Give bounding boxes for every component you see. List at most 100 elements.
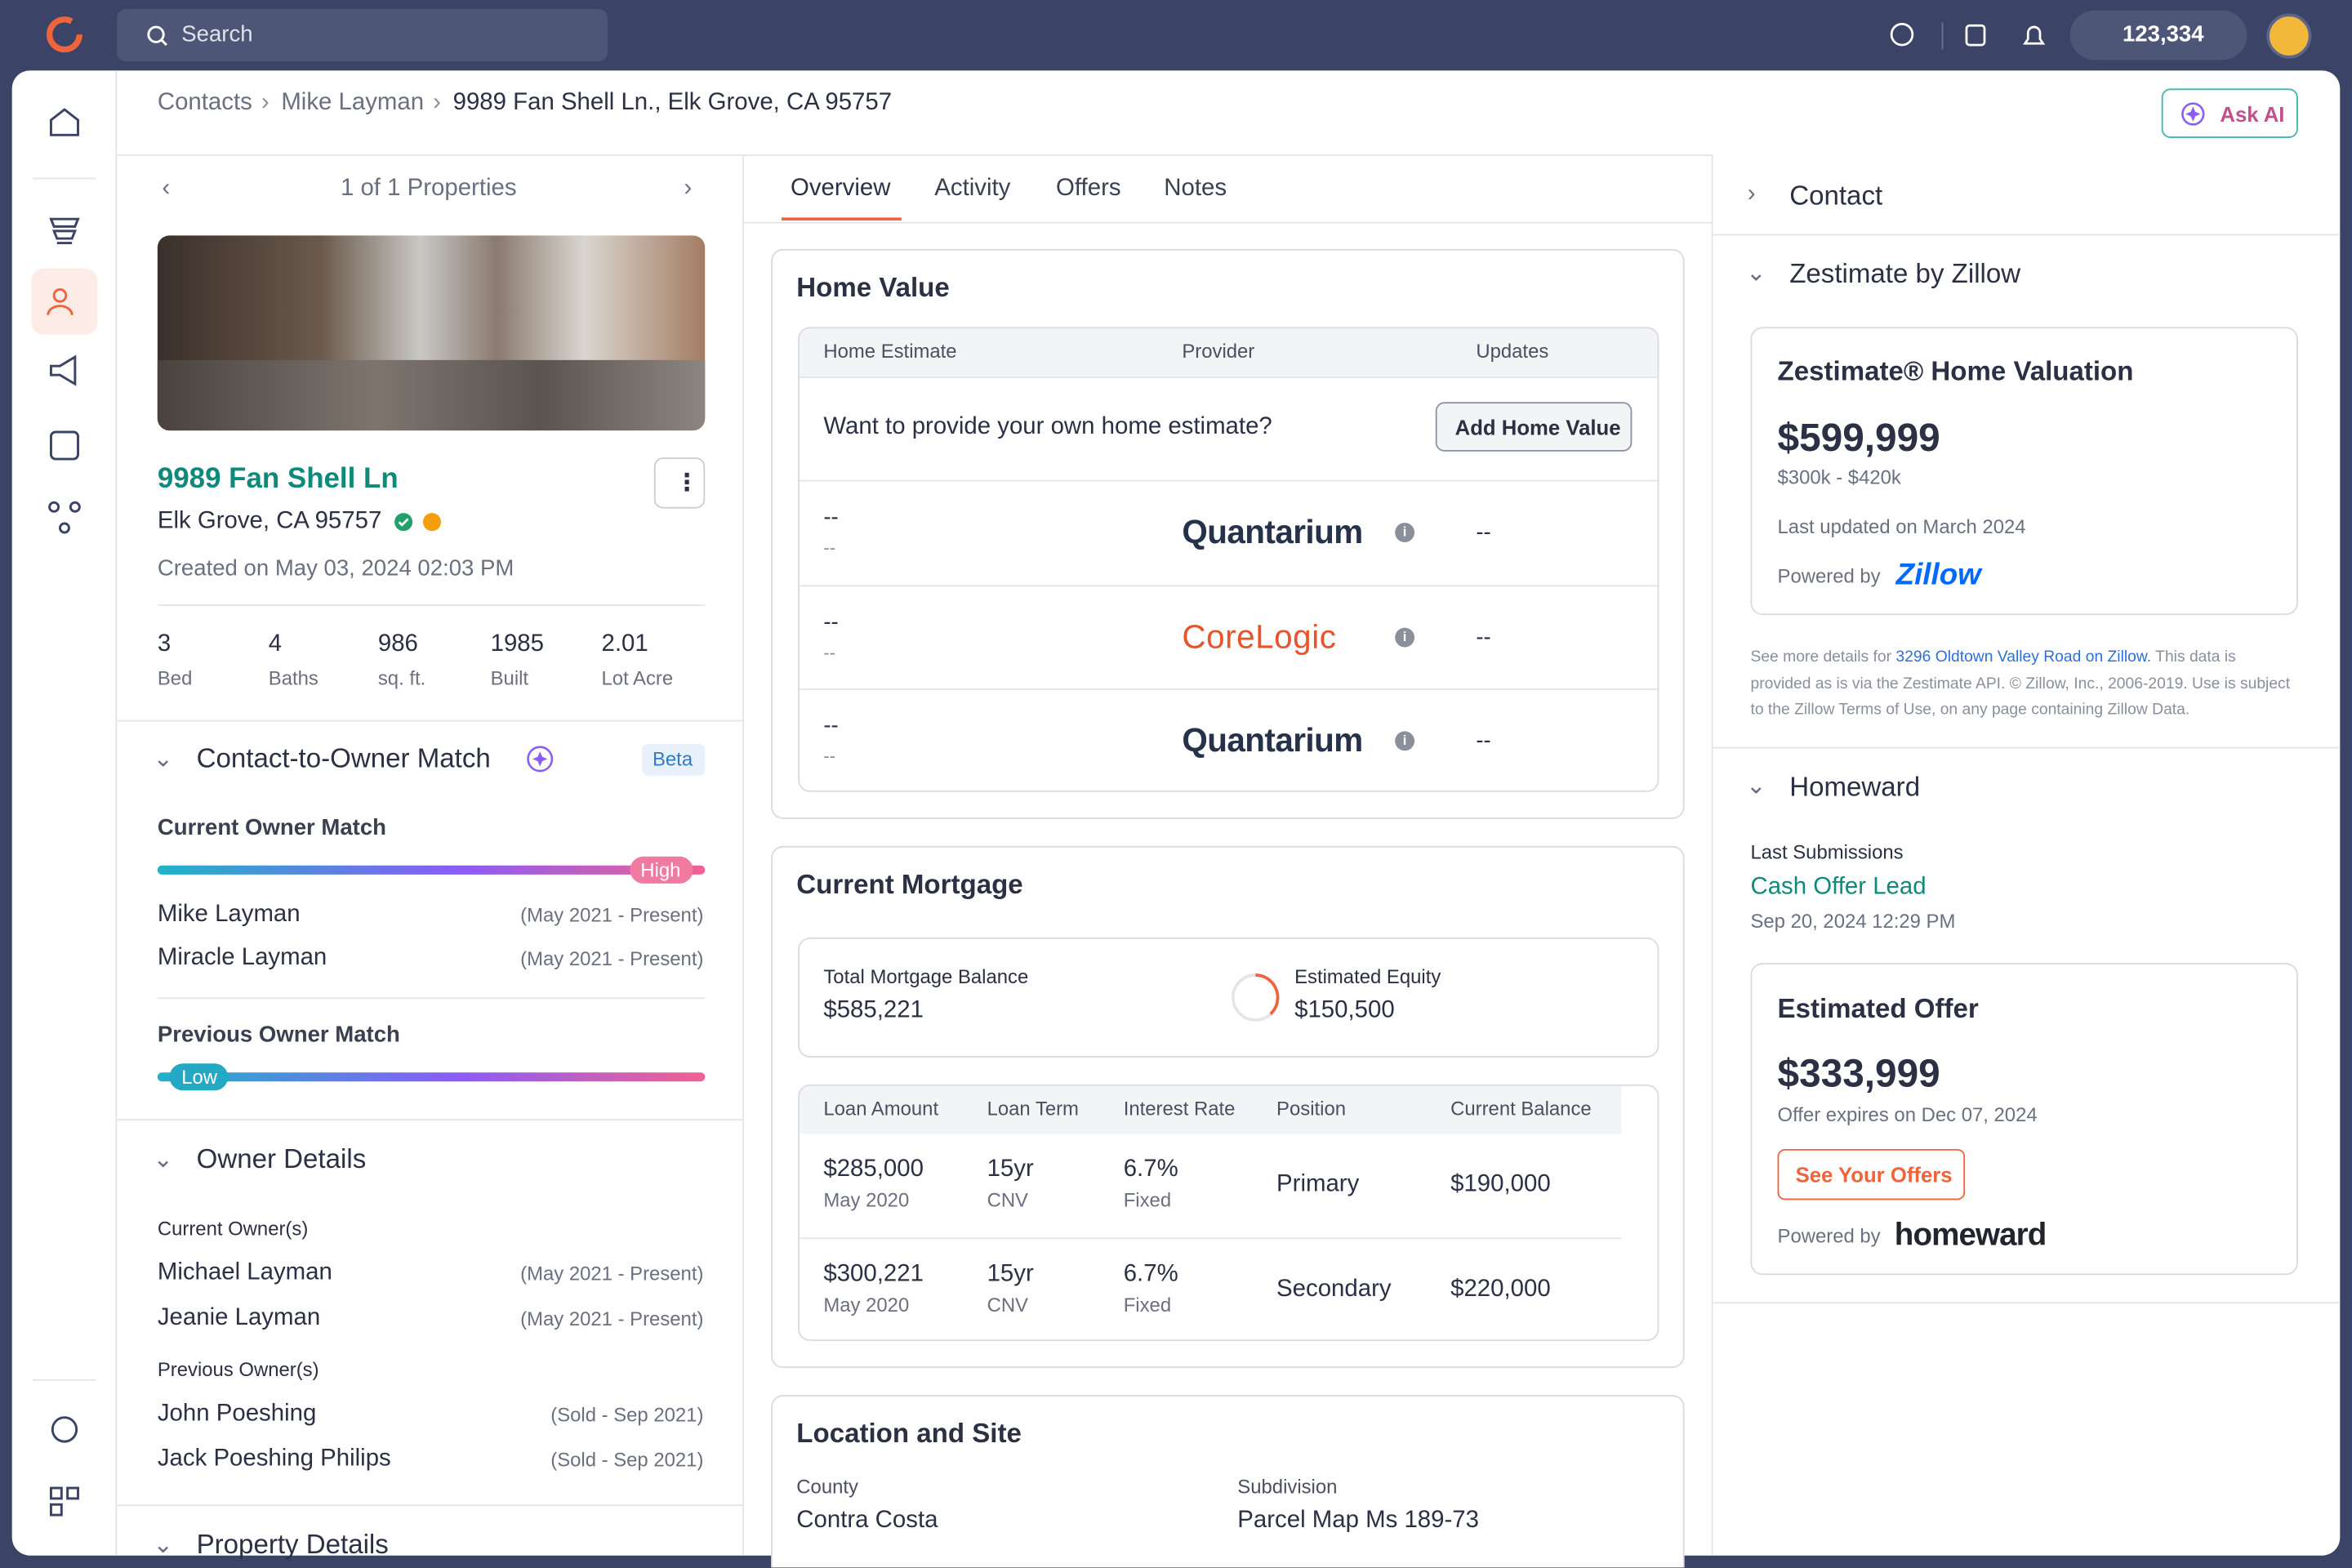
estimate-sub: -- (823, 745, 836, 767)
search-box[interactable] (117, 9, 608, 62)
owner-period: (Sold - Sep 2021) (550, 1448, 704, 1471)
card-title: Zestimate® Home Valuation (1777, 356, 2134, 386)
column-header: Updates (1476, 340, 1549, 363)
search-icon (147, 25, 167, 47)
updates: -- (1476, 728, 1491, 754)
provider-logo: Quantarium (1182, 513, 1363, 551)
owners-label: Current Owner(s) (157, 1217, 309, 1241)
status-icons (394, 513, 442, 532)
card-title: Estimated Offer (1777, 993, 1979, 1024)
match-bar (157, 865, 706, 875)
rail-border (115, 70, 118, 1556)
more-button[interactable] (653, 457, 706, 509)
more-icon: ⋮ (675, 470, 699, 497)
nav-rail[interactable] (30, 93, 99, 1533)
loan-amount: $300,221 (823, 1261, 924, 1287)
tab[interactable]: Activity (934, 175, 1011, 202)
stat-label: Bed (157, 666, 193, 689)
field-label: County (796, 1475, 858, 1498)
breadcrumb-item[interactable]: Mike Layman (281, 90, 425, 116)
chevron[interactable]: ⌄ (153, 746, 173, 773)
column-header: Home Estimate (823, 340, 957, 363)
chevron[interactable]: ⌄ (153, 1533, 173, 1559)
toolbar-icons[interactable] (1887, 20, 2067, 52)
divider (157, 604, 706, 607)
chevron[interactable]: ⌄ (1745, 773, 1766, 800)
owner-period: (May 2021 - Present) (520, 1307, 704, 1330)
provider-logo: Quantarium (1182, 721, 1363, 760)
card-title: Home Value (796, 272, 950, 303)
location-card (771, 1395, 1685, 1568)
owner-name: Jeanie Layman (157, 1304, 321, 1331)
divider (117, 719, 743, 722)
row-border (799, 479, 1658, 482)
breadcrumb: Contacts › Mike Layman › 9989 Fan Shell Ln.,… (158, 90, 892, 117)
stat-value: 2.01 (601, 631, 648, 657)
column-header: Current Balance (1450, 1097, 1592, 1120)
breadcrumb-item[interactable]: Contacts (157, 90, 252, 116)
property-name: 9989 Fan Shell Ln (157, 463, 399, 496)
avatar[interactable] (2266, 13, 2312, 59)
divider (157, 997, 706, 1000)
level-pill (169, 1063, 229, 1091)
powered-by: Powered by (1777, 1224, 1881, 1248)
breadcrumb-sep: › (261, 90, 270, 116)
loan-term_type: CNV (987, 1294, 1028, 1316)
provider-logo: CoreLogic (1182, 617, 1337, 655)
homeward-logo: homeward (1894, 1218, 2047, 1253)
field-value: Contra Costa (796, 1507, 938, 1534)
property-photo-floor (157, 359, 706, 431)
tab[interactable]: Overview (790, 175, 891, 202)
section-title: Homeward (1789, 772, 1921, 802)
loan-rate_type: Fixed (1123, 1294, 1172, 1316)
search-placeholder: Search (181, 21, 253, 47)
zestimate-value: $599,999 (1777, 414, 1940, 460)
updates: -- (1476, 624, 1491, 650)
see-offers-button[interactable] (1777, 1148, 1966, 1200)
prev-arrow[interactable]: ‹ (162, 175, 171, 202)
tab[interactable]: Offers (1056, 175, 1121, 202)
property-pager: 1 of 1 Properties (340, 175, 517, 202)
card-title: Location and Site (796, 1418, 1022, 1449)
row-border (799, 584, 1658, 586)
credits-pill[interactable] (2069, 10, 2247, 60)
breadcrumb-item: 9989 Fan Shell Ln., Elk Grove, CA 95757 (452, 90, 893, 116)
estimate: -- (823, 608, 839, 635)
loan-term: 15yr (987, 1261, 1034, 1287)
offer-card (1750, 963, 2298, 1276)
loan-rate: 6.7% (1123, 1261, 1178, 1287)
logo[interactable] (43, 14, 85, 56)
zillow-link[interactable]: 3296 Oldtown Valley Road on Zillow. (1895, 648, 2152, 666)
ask-ai-button[interactable] (2161, 88, 2298, 138)
chevron[interactable]: ⌄ (1745, 261, 1766, 287)
section-title: Contact (1789, 180, 1883, 212)
divider (1713, 234, 2341, 236)
credits: 123,334 (2122, 21, 2204, 47)
stat-label: sq. ft. (377, 666, 426, 689)
loan-position: Primary (1276, 1171, 1360, 1197)
mortgage-summary (798, 937, 1659, 1058)
divider (117, 1119, 743, 1121)
tab[interactable]: Notes (1164, 175, 1227, 202)
divider (1713, 746, 2341, 749)
equity-label: Estimated Equity (1294, 964, 1441, 988)
owner-period: (May 2021 - Present) (520, 1262, 704, 1285)
section-title: Zestimate by Zillow (1789, 258, 2021, 289)
column-header: Loan Term (987, 1097, 1079, 1120)
add-home-value-button[interactable] (1435, 402, 1633, 452)
updates: -- (1476, 519, 1491, 546)
zestimate-updated: Last updated on March 2024 (1777, 514, 2026, 538)
header-border (117, 154, 1713, 157)
owner-name: Mike Layman (157, 901, 301, 928)
next-arrow[interactable]: › (684, 175, 693, 202)
owner-period: (Sold - Sep 2021) (550, 1403, 704, 1426)
field-label: Subdivision (1237, 1475, 1338, 1498)
loan-amount: $285,000 (823, 1156, 924, 1183)
loan-rate: 6.7% (1123, 1156, 1178, 1183)
chevron[interactable]: › (1747, 181, 1756, 207)
note-pre: See more details for (1750, 648, 1892, 666)
lead-link[interactable]: Cash Offer Lead (1750, 874, 1927, 901)
section-title: Contact-to-Owner Match (196, 743, 491, 773)
chevron[interactable]: ⌄ (153, 1147, 173, 1174)
